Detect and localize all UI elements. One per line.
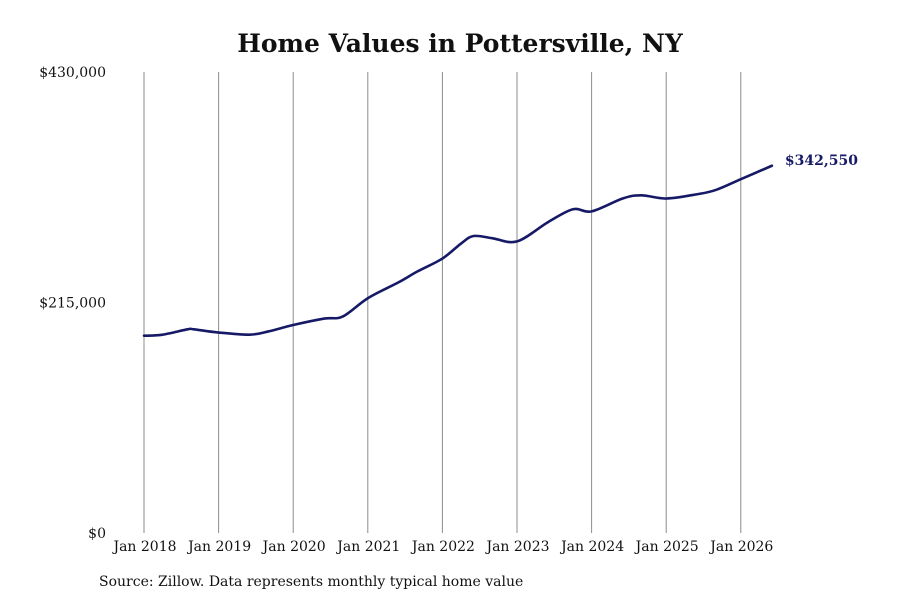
y-tick-label: $430,000 [39,65,106,81]
x-tick-label: Jan 2018 [111,539,176,555]
x-tick-label: Jan 2026 [708,539,773,555]
source-note: Source: Zillow. Data represents monthly … [99,574,523,590]
series-line [142,164,774,338]
series-group: $342,550 [142,153,858,338]
chart-title: Home Values in Pottersville, NY [237,29,684,58]
x-tick-label: Jan 2025 [634,539,699,555]
y-tick-label: $0 [88,526,106,542]
x-tick-label: Jan 2024 [559,539,624,555]
y-axis-tick-labels: $0 $215,000 $430,000 [39,65,106,542]
vertical-gridlines [143,72,742,533]
series-end-label: $342,550 [785,153,858,169]
x-tick-label: Jan 2019 [186,539,251,555]
x-tick-label: Jan 2020 [261,539,326,555]
x-axis-tick-labels: Jan 2018 Jan 2019 Jan 2020 Jan 2021 Jan 2022… [111,539,773,555]
y-tick-label: $215,000 [39,296,106,312]
x-tick-label: Jan 2023 [484,539,549,555]
x-tick-label: Jan 2022 [410,539,475,555]
x-tick-label: Jan 2021 [335,539,400,555]
